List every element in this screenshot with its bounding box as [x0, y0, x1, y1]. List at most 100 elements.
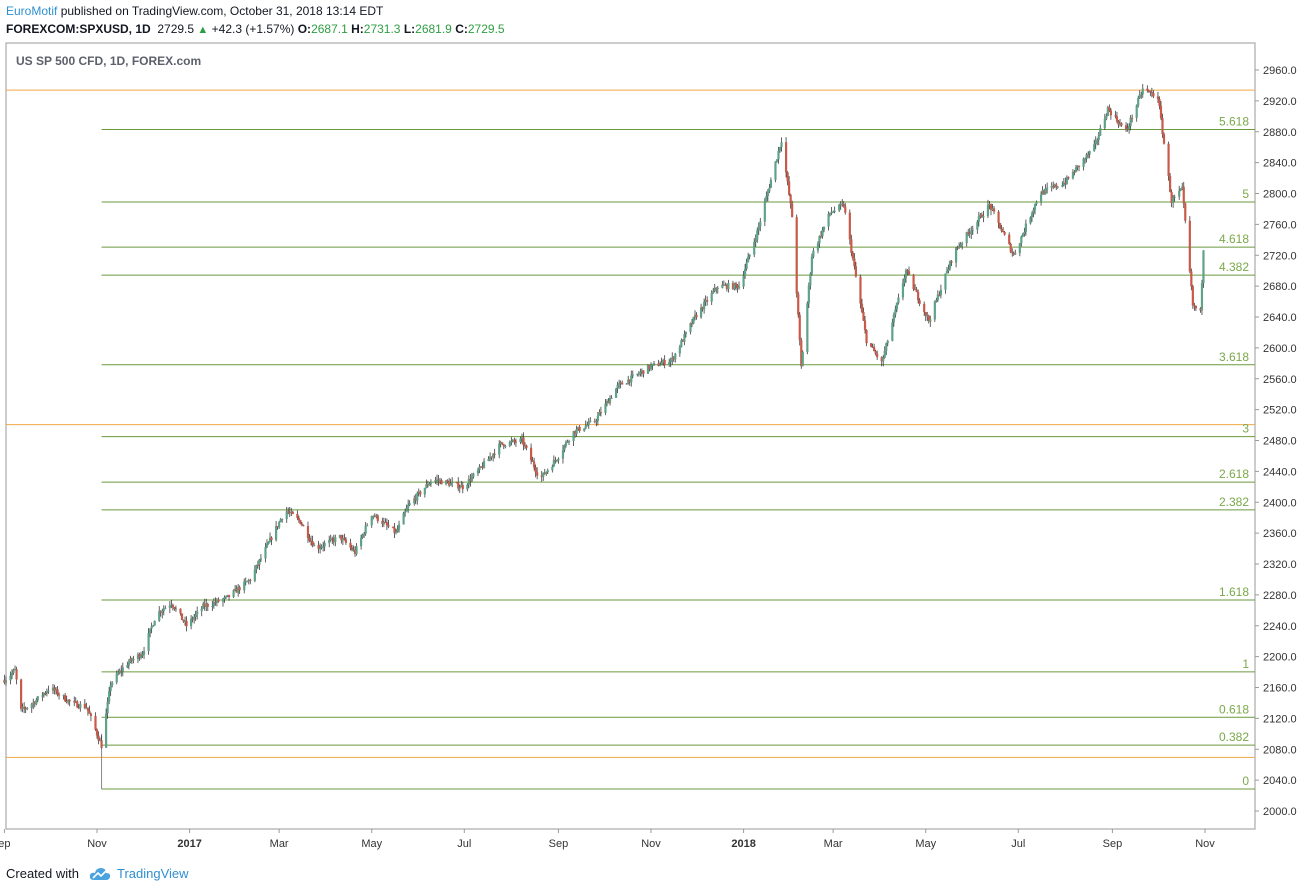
y-tick-label: 2240.0: [1263, 621, 1297, 633]
candle-body: [924, 312, 927, 316]
candle-body: [753, 242, 756, 255]
candle-body: [23, 707, 26, 709]
candle-body: [956, 247, 959, 249]
candle-body: [640, 370, 643, 373]
candle-body: [947, 268, 950, 271]
candle-body: [479, 466, 483, 468]
author-name[interactable]: EuroMotif: [6, 4, 58, 18]
candle-body: [308, 538, 311, 541]
candle-body: [183, 620, 187, 622]
candle-body: [821, 229, 824, 237]
candle-body: [243, 581, 246, 591]
plot-frame: [5, 42, 1256, 830]
candle-body: [350, 547, 354, 551]
candle-body: [24, 708, 27, 710]
candle-body: [217, 599, 220, 602]
candle-body: [438, 480, 442, 482]
candle-body: [649, 365, 653, 369]
candle-body: [375, 515, 378, 517]
candle-body: [141, 654, 144, 656]
candle-body: [51, 687, 55, 691]
candle-body: [1156, 96, 1160, 100]
y-tick-label: 2320.0: [1263, 559, 1297, 571]
tradingview-link[interactable]: TradingView: [116, 866, 189, 881]
candle-body: [959, 244, 962, 247]
candle-body: [21, 707, 24, 709]
candle-body: [498, 443, 501, 455]
candle-body: [435, 479, 439, 481]
candle-body: [54, 689, 58, 691]
candle-body: [206, 603, 209, 607]
high-label: H:: [351, 22, 364, 36]
candle-body: [631, 374, 634, 376]
candle-body: [763, 201, 766, 222]
candle-body: [276, 526, 279, 528]
candle-body: [1108, 107, 1111, 111]
candle-body: [466, 484, 469, 490]
candle-body: [162, 608, 165, 612]
candle-body: [788, 181, 791, 195]
candle-body: [1117, 121, 1120, 125]
candle-body: [470, 476, 473, 482]
candle-body: [153, 620, 156, 626]
candle-body: [1190, 271, 1193, 287]
y-tick-label: 2040.0: [1263, 775, 1297, 787]
candle-body: [552, 459, 555, 467]
candle-body: [747, 256, 750, 263]
candle-body: [713, 287, 716, 292]
candle-body: [499, 442, 502, 444]
candle-body: [536, 472, 539, 476]
tradingview-cloud-icon[interactable]: [89, 867, 111, 881]
x-tick-label: Mar: [270, 838, 289, 850]
candle-body: [511, 439, 514, 442]
candle-body: [404, 511, 407, 514]
candle-body: [385, 522, 389, 526]
candle-body: [681, 340, 684, 342]
candle-body: [232, 590, 235, 597]
candle-body: [461, 485, 464, 490]
fib-level-label: 3: [1242, 422, 1249, 436]
candle-body: [138, 654, 141, 658]
candle-body: [525, 445, 528, 448]
candle-body: [89, 713, 93, 716]
candle-body: [1124, 125, 1128, 130]
candle-body: [1094, 140, 1097, 145]
candle-body: [561, 450, 565, 459]
candle-body: [1172, 197, 1175, 203]
created-with-label: Created with: [6, 866, 79, 881]
candle-body: [844, 206, 847, 213]
candle-body: [1150, 92, 1153, 94]
candle-body: [77, 707, 80, 709]
candle-body: [716, 287, 719, 289]
candle-body: [841, 203, 844, 205]
candle-body: [265, 543, 269, 548]
candle-body: [285, 511, 288, 519]
candle-body: [98, 740, 102, 742]
candle-body: [646, 365, 650, 374]
candle-body: [329, 538, 332, 541]
candle-body: [35, 700, 38, 705]
candle-body: [533, 461, 536, 468]
x-tick-label: Nov: [1195, 838, 1215, 850]
candle-body: [1003, 232, 1006, 235]
candle-body: [361, 534, 364, 538]
candle-body: [1023, 231, 1026, 234]
candle-body: [605, 401, 609, 404]
candle-body: [885, 343, 888, 351]
candle-body: [476, 470, 480, 474]
candle-body: [1018, 243, 1021, 254]
quote-bar: FOREXCOM:SPXUSD, 1D 2729.5 ▲ +42.3 (+1.5…: [6, 21, 505, 38]
candle-body: [455, 482, 458, 484]
candle-body: [1199, 308, 1202, 311]
candle-body: [892, 314, 895, 323]
candle-body: [564, 441, 568, 446]
candle-body: [797, 293, 800, 315]
published-text: published on TradingView.com, October 31…: [60, 4, 384, 18]
candle-body: [699, 307, 703, 318]
x-tick-label: Nov: [641, 838, 661, 850]
candle-body: [657, 363, 660, 366]
fib-level-label: 5: [1242, 187, 1249, 201]
candle-body: [489, 456, 492, 459]
candle-body: [816, 243, 820, 251]
